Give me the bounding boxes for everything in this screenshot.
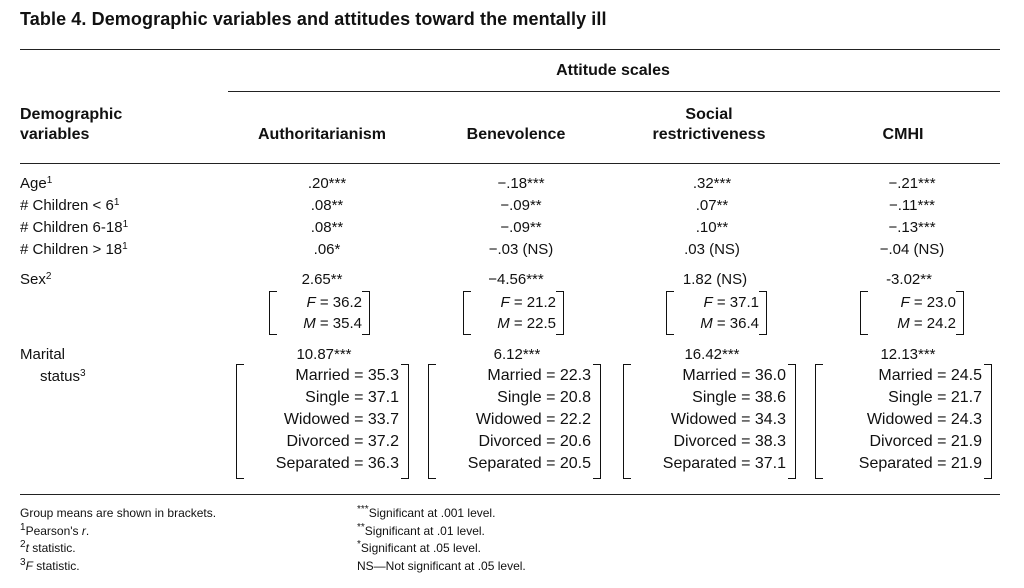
single-mean: Single = 38.6 [692, 389, 786, 406]
children-under-6-authoritarianism: .08** [310, 197, 344, 214]
footnote-f-statistic: 3F statistic. [20, 556, 80, 573]
col-header-authoritarianism: Authoritarianism [257, 126, 387, 143]
footnote-t-statistic: 2t statistic. [20, 539, 76, 556]
sex-means-bracket-social: F = 37.1 M = 36.4 [666, 291, 767, 335]
single-mean: Single = 21.7 [888, 389, 982, 406]
age-authoritarianism: .20*** [307, 175, 347, 192]
row-label-children-over-18: # Children > 181 [20, 241, 128, 258]
footnotes-right: ***Significant at .001 level. **Signific… [357, 505, 526, 575]
divorced-mean: Divorced = 37.2 [286, 433, 399, 450]
widowed-mean: Widowed = 33.7 [283, 411, 399, 428]
married-mean: Married = 22.3 [487, 367, 591, 384]
separated-mean: Separated = 36.3 [275, 455, 399, 472]
separated-mean: Separated = 21.9 [858, 455, 982, 472]
row-header-line1: Demographic [20, 106, 123, 123]
footnote-p05: *Significant at .05 level. [357, 539, 481, 556]
sex-means-bracket-cmhi: F = 23.0 M = 24.2 [860, 291, 964, 335]
children-over-18-benevolence: −.03 (NS) [488, 241, 554, 258]
male-mean: M = 24.2 [897, 315, 956, 332]
footnote-pearson: 1Pearson's r. [20, 521, 90, 538]
male-mean: M = 36.4 [700, 315, 759, 332]
sex-authoritarianism: 2.65** [301, 271, 343, 288]
marital-authoritarianism: 10.87*** [296, 346, 352, 363]
row-label-sex: Sex2 [20, 271, 52, 288]
row-label-marital: Marital [20, 346, 66, 363]
bottom-rule [20, 494, 1000, 495]
footnote-p01: **Significant at .01 level. [357, 521, 485, 538]
footnotes-left: Group means are shown in brackets. 1Pear… [20, 505, 216, 575]
female-mean: F = 23.0 [900, 294, 956, 311]
col-header-social-line1: Social [685, 106, 733, 123]
widowed-mean: Widowed = 34.3 [670, 411, 786, 428]
single-mean: Single = 37.1 [305, 389, 399, 406]
children-6-18-authoritarianism: .08** [310, 219, 344, 236]
top-rule [20, 49, 1000, 50]
row-label-children-under-6: # Children < 61 [20, 197, 120, 214]
divorced-mean: Divorced = 20.6 [478, 433, 591, 450]
col-header-benevolence: Benevolence [466, 126, 566, 143]
header-rule [20, 163, 1000, 164]
col-header-social-line2: restrictiveness [652, 126, 766, 143]
row-label-marital-status: status3 [40, 368, 86, 385]
marital-means-bracket-social: Married = 36.0 Single = 38.6 Widowed = 3… [623, 364, 796, 479]
divorced-mean: Divorced = 21.9 [869, 433, 982, 450]
children-under-6-cmhi: −.11*** [888, 197, 936, 214]
widowed-mean: Widowed = 22.2 [475, 411, 591, 428]
female-mean: F = 37.1 [703, 294, 759, 311]
marital-means-bracket-benevolence: Married = 22.3 Single = 20.8 Widowed = 2… [428, 364, 601, 479]
sex-social: 1.82 (NS) [682, 271, 748, 288]
sex-means-bracket-authoritarianism: F = 36.2 M = 35.4 [269, 291, 370, 335]
children-over-18-social: .03 (NS) [684, 241, 740, 258]
age-cmhi: −.21*** [888, 175, 936, 192]
footnote-brackets: Group means are shown in brackets. [20, 506, 217, 520]
widowed-mean: Widowed = 24.3 [866, 411, 982, 428]
row-label-children-6-18: # Children 6-181 [20, 219, 129, 236]
children-over-18-authoritarianism: .06* [313, 241, 341, 258]
married-mean: Married = 24.5 [878, 367, 982, 384]
separated-mean: Separated = 37.1 [662, 455, 786, 472]
group-rule [228, 91, 1000, 92]
col-header-cmhi: CMHI [882, 126, 924, 143]
married-mean: Married = 35.3 [295, 367, 399, 384]
male-mean: M = 35.4 [303, 315, 362, 332]
row-header-line2: variables [20, 126, 90, 143]
sex-benevolence: −4.56*** [488, 271, 544, 288]
children-under-6-benevolence: −.09** [500, 197, 542, 214]
female-mean: F = 36.2 [306, 294, 362, 311]
children-6-18-cmhi: −.13*** [888, 219, 936, 236]
attitude-scales-header: Attitude scales [556, 62, 670, 79]
marital-means-bracket-cmhi: Married = 24.5 Single = 21.7 Widowed = 2… [815, 364, 992, 479]
married-mean: Married = 36.0 [682, 367, 786, 384]
children-over-18-cmhi: −.04 (NS) [879, 241, 945, 258]
marital-benevolence: 6.12*** [493, 346, 541, 363]
marital-social: 16.42*** [684, 346, 740, 363]
marital-cmhi: 12.13*** [880, 346, 936, 363]
children-under-6-social: .07** [695, 197, 729, 214]
table-title: Table 4. Demographic variables and attit… [20, 9, 607, 29]
footnote-p001: ***Significant at .001 level. [357, 504, 496, 521]
children-6-18-benevolence: −.09** [500, 219, 542, 236]
children-6-18-social: .10** [695, 219, 729, 236]
male-mean: M = 22.5 [497, 315, 556, 332]
sex-cmhi: -3.02** [886, 271, 932, 288]
age-benevolence: −.18*** [497, 175, 545, 192]
footnote-ns: NS—Not significant at .05 level. [357, 558, 526, 573]
divorced-mean: Divorced = 38.3 [673, 433, 786, 450]
female-mean: F = 21.2 [500, 294, 556, 311]
sex-means-bracket-benevolence: F = 21.2 M = 22.5 [463, 291, 564, 335]
marital-means-bracket-authoritarianism: Married = 35.3 Single = 37.1 Widowed = 3… [236, 364, 409, 479]
age-social: .32*** [692, 175, 732, 192]
row-label-age: Age1 [20, 175, 53, 192]
single-mean: Single = 20.8 [497, 389, 591, 406]
separated-mean: Separated = 20.5 [467, 455, 591, 472]
